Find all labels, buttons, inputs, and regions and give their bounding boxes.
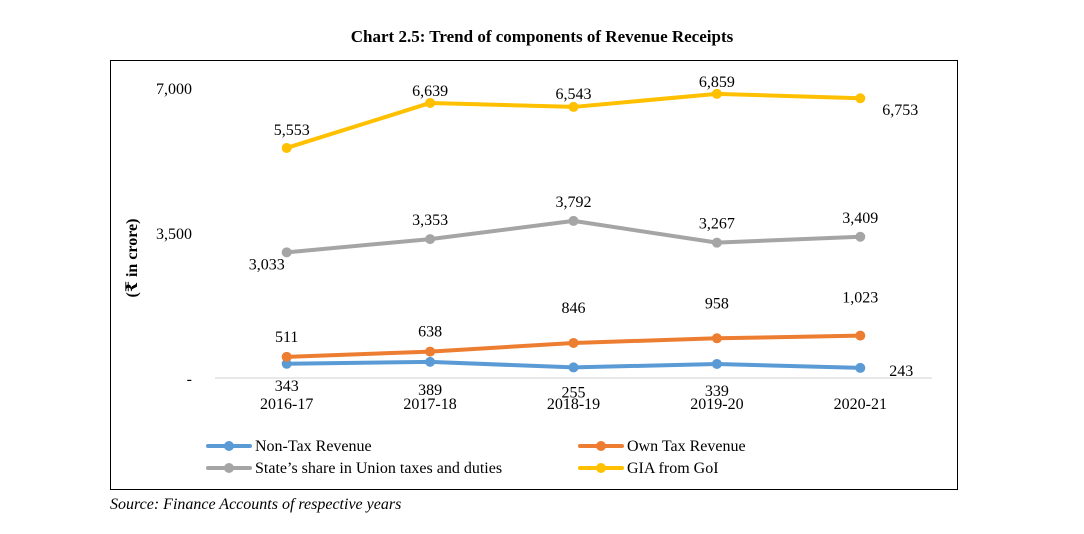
y-axis-label: (₹ in crore) xyxy=(124,219,141,298)
chart-title: Chart 2.5: Trend of components of Revenu… xyxy=(350,27,734,46)
x-tick-label: 2016-17 xyxy=(260,396,313,413)
data-label: 3,792 xyxy=(556,194,592,211)
data-label: 846 xyxy=(562,300,586,317)
data-point xyxy=(711,88,722,99)
data-point xyxy=(855,231,866,242)
data-label: 3,353 xyxy=(412,212,448,229)
x-tick-label: 2019-20 xyxy=(690,396,743,413)
data-label: 6,859 xyxy=(699,74,735,91)
data-label: 243 xyxy=(889,363,913,380)
data-point xyxy=(711,358,722,369)
legend-label: Own Tax Revenue xyxy=(627,438,746,455)
source-note: Source: Finance Accounts of respective y… xyxy=(110,496,402,513)
data-point xyxy=(281,247,292,258)
data-point xyxy=(568,337,579,348)
x-tick-label: 2017-18 xyxy=(403,396,456,413)
legend-swatch-marker xyxy=(224,463,234,473)
data-label: 6,543 xyxy=(556,86,592,103)
data-point xyxy=(568,101,579,112)
data-label: 343 xyxy=(275,378,299,395)
y-tick-label: 7,000 xyxy=(156,81,192,98)
data-point xyxy=(425,346,436,357)
data-label: 1,023 xyxy=(842,290,878,307)
legend-swatch-marker xyxy=(596,463,606,473)
data-point xyxy=(855,330,866,341)
data-label: 339 xyxy=(705,383,729,400)
data-label: 3,409 xyxy=(842,210,878,227)
data-point xyxy=(855,93,866,104)
legend-label: GIA from GoI xyxy=(627,460,719,477)
data-point xyxy=(855,362,866,373)
data-point xyxy=(568,362,579,373)
y-tick-label: 3,500 xyxy=(156,226,192,243)
y-tick-label: - xyxy=(187,371,192,388)
data-label: 6,753 xyxy=(882,102,918,119)
data-point xyxy=(568,215,579,226)
legend-label: Non-Tax Revenue xyxy=(255,438,372,455)
data-point xyxy=(281,142,292,153)
data-point xyxy=(711,237,722,248)
x-tick-label: 2018-19 xyxy=(547,396,600,413)
data-label: 389 xyxy=(418,382,442,399)
data-label: 511 xyxy=(275,329,298,346)
data-label: 3,033 xyxy=(249,256,285,273)
data-label: 958 xyxy=(705,295,729,312)
legend-label: State’s share in Union taxes and duties xyxy=(255,460,502,477)
data-label: 638 xyxy=(418,324,442,341)
data-label: 3,267 xyxy=(699,216,735,233)
x-tick-label: 2020-21 xyxy=(834,396,887,413)
chart-frame xyxy=(110,60,958,490)
data-point xyxy=(281,351,292,362)
data-label: 5,553 xyxy=(274,122,310,139)
legend-swatch-marker xyxy=(596,441,606,451)
data-point xyxy=(281,358,292,369)
data-point xyxy=(425,356,436,367)
data-label: 6,639 xyxy=(412,83,448,100)
data-label: 255 xyxy=(562,384,586,401)
data-point xyxy=(425,234,436,245)
data-point xyxy=(711,333,722,344)
data-point xyxy=(425,97,436,108)
legend-swatch-marker xyxy=(224,441,234,451)
